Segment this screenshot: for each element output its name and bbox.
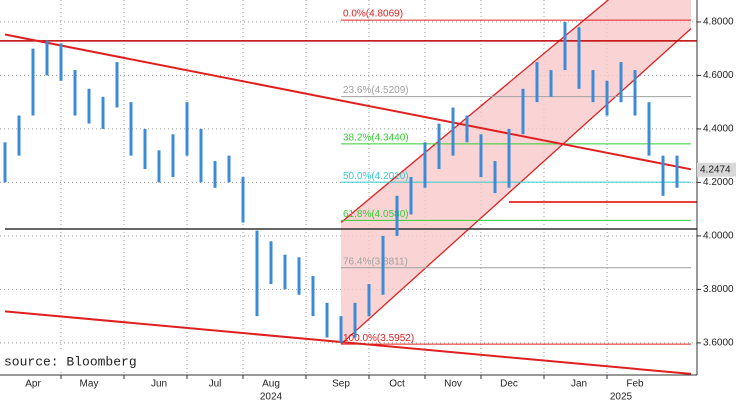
last-price-box (697, 162, 736, 177)
y-tick-label: 4.8000 (703, 17, 734, 28)
channel-upper (340, 0, 610, 224)
x-tick-label: Nov (444, 379, 462, 390)
fib-label: 50.0%(4.2010) (343, 171, 409, 182)
y-tick-label: 4.0000 (703, 231, 734, 242)
x-tick-label: Dec (500, 379, 518, 390)
y-tick-label: 3.8000 (703, 284, 734, 295)
fib-label: 23.6%(4.5209) (343, 85, 409, 96)
y-tick-label: 3.6000 (703, 338, 734, 349)
x-tick-label: Jul (209, 379, 222, 390)
fib-label: 100.0%(3.5952) (343, 333, 414, 344)
y-tick-label: 4.2000 (703, 177, 734, 188)
trend-line (4, 33, 692, 171)
last-price-label: 4.2474 (700, 164, 731, 175)
source-note: source: Bloomberg (4, 354, 137, 369)
x-tick-label: Jan (571, 379, 587, 390)
year-label: 2025 (610, 392, 633, 403)
fib-label: 38.2%(4.3440) (343, 133, 409, 144)
fib-label: 61.8%(4.0580) (343, 209, 409, 220)
y-tick-label: 4.4000 (703, 124, 734, 135)
trend-line (4, 310, 692, 375)
plot-area: 0.0%(4.8069) 23.6%(4.5209) 38.2%(4.3440) 50… (0, 0, 697, 375)
y-tick-label: 4.6000 (703, 70, 734, 81)
fib-label: 76.4%(3.8811) (343, 256, 408, 267)
source-box (0, 352, 148, 372)
channel-fill (341, 0, 691, 345)
x-tick-label: Sep (332, 379, 350, 390)
x-tick-label: Aug (262, 379, 280, 390)
x-tick-label: Apr (25, 379, 41, 390)
channel-lower (340, 28, 692, 345)
x-tick-label: May (80, 379, 99, 390)
fib-label: 0.0%(4.8069) (343, 9, 403, 20)
x-tick-label: Feb (626, 379, 644, 390)
x-tick-label: Oct (389, 379, 405, 390)
year-label: 2024 (260, 392, 283, 403)
x-tick-label: Jun (151, 379, 167, 390)
